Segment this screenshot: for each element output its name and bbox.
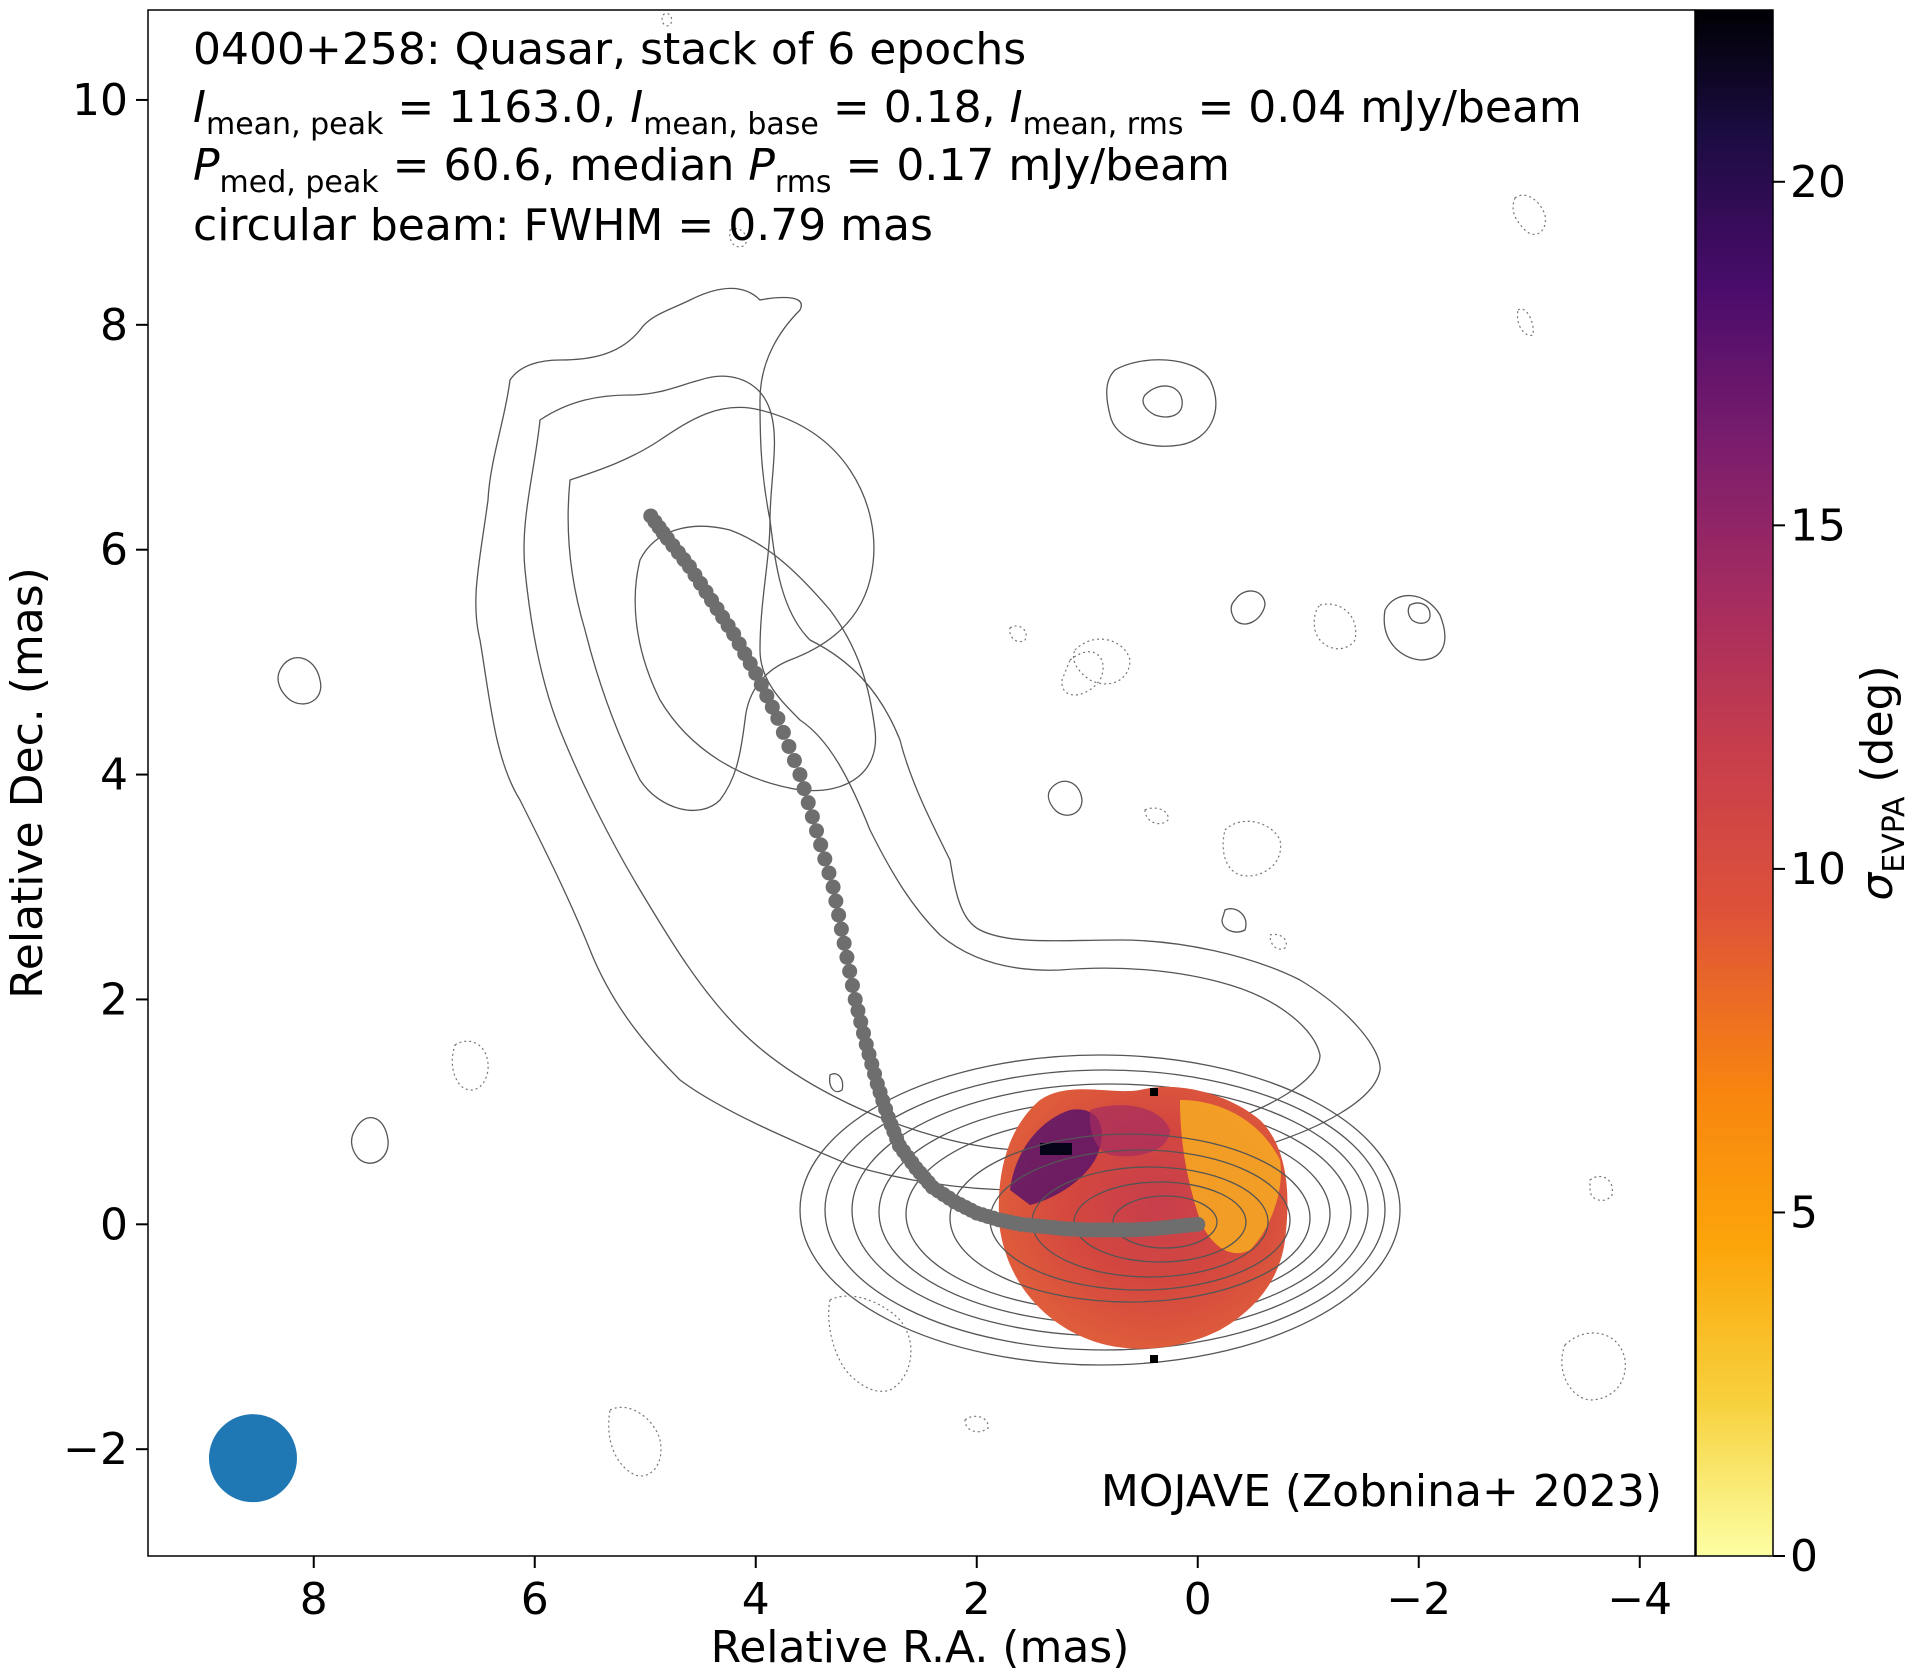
credit-label: MOJAVE (Zobnina+ 2023) xyxy=(1101,1466,1662,1517)
ridge-point xyxy=(847,991,863,1007)
negative-contours xyxy=(451,12,1626,1477)
plot-area xyxy=(148,10,1695,1556)
y-tick-label: 2 xyxy=(100,974,128,1025)
core-contour-9 xyxy=(1073,1181,1247,1263)
ridge-point xyxy=(781,738,797,754)
plot-frame xyxy=(147,9,1696,1557)
sigma-evpa-high-nw xyxy=(1010,1109,1102,1205)
annotation-line-2: Imean, peak = 1163.0, Imean, base = 0.18… xyxy=(193,82,1582,142)
core-contour-1 xyxy=(799,1054,1401,1366)
ridge-point xyxy=(809,823,825,839)
x-tick-label: 2 xyxy=(963,1574,991,1625)
ridge-point xyxy=(800,795,816,811)
ridge-point xyxy=(850,1003,866,1019)
ridge-point xyxy=(828,893,844,909)
ridge-point xyxy=(821,865,837,881)
y-tick-label: 0 xyxy=(100,1199,128,1250)
colorbar-tick-label: 10 xyxy=(1790,844,1846,895)
contour-outer xyxy=(475,287,1381,1191)
contour-jet-4 xyxy=(634,525,877,792)
contour-islands xyxy=(277,359,1446,1164)
ridge-point xyxy=(804,809,820,825)
y-tick-label: 8 xyxy=(100,300,128,351)
ridge-point xyxy=(775,724,791,740)
ridge-line xyxy=(643,508,1206,1238)
annotation-line-3: Pmed, peak = 60.6, median Prms = 0.17 mJ… xyxy=(193,140,1230,200)
ridge-point xyxy=(817,851,833,867)
colorbar-tick-label: 5 xyxy=(1790,1187,1818,1238)
ridge-point xyxy=(833,921,849,937)
core-contour-6 xyxy=(949,1133,1311,1303)
y-tick-label: 6 xyxy=(100,525,128,576)
x-tick-label: −4 xyxy=(1607,1574,1672,1625)
sigma-evpa-pixel-black-3 xyxy=(1150,1355,1158,1363)
core-contour-2 xyxy=(824,1069,1386,1351)
beam-ellipse xyxy=(208,1414,297,1503)
y-tick-label: 10 xyxy=(72,75,128,126)
ridge-point xyxy=(831,907,847,923)
y-tick-label: −2 xyxy=(63,1424,128,1475)
x-axis: 8 6 4 2 0 −2 −4 xyxy=(300,1556,1672,1625)
colorbar-ticks: 0 5 10 15 20 xyxy=(1773,157,1846,1582)
annotation-line-1: 0400+258: Quasar, stack of 6 epochs xyxy=(193,24,1026,75)
ridge-point xyxy=(813,837,829,853)
x-tick-label: 6 xyxy=(521,1574,549,1625)
x-tick-label: 4 xyxy=(742,1574,770,1625)
x-axis-label: Relative R.A. (mas) xyxy=(711,1622,1130,1673)
ridge-point xyxy=(1190,1216,1206,1232)
ridge-point xyxy=(759,688,775,704)
colorbar-tick-label: 15 xyxy=(1790,500,1846,551)
annotation-block: 0400+258: Quasar, stack of 6 epochs Imea… xyxy=(193,24,1662,1517)
ridge-point xyxy=(844,977,860,993)
ridge-point xyxy=(836,935,852,951)
y-axis: −2 0 2 4 6 8 10 xyxy=(63,75,148,1475)
ridge-point xyxy=(786,753,802,769)
colorbar-label: σEVPA (deg) xyxy=(1852,665,1905,900)
contour-jet-3 xyxy=(567,406,875,812)
colorbar: 0 5 10 15 20 σEVPA (deg) xyxy=(1695,9,1905,1582)
sigma-evpa-pixel-black-2 xyxy=(1150,1088,1158,1096)
colorbar-tick-label: 0 xyxy=(1790,1531,1818,1582)
colorbar-tick-label: 20 xyxy=(1790,157,1846,208)
sigma-evpa-pixel-black-1 xyxy=(1040,1143,1072,1155)
ridge-point xyxy=(748,665,764,681)
contour-jet-2 xyxy=(523,375,1321,1152)
ridge-point xyxy=(792,767,808,783)
sigma-evpa-low-east xyxy=(1180,1100,1281,1254)
x-tick-label: −2 xyxy=(1386,1574,1451,1625)
annotation-line-4: circular beam: FWHM = 0.79 mas xyxy=(193,200,933,251)
core-contour-10 xyxy=(1112,1195,1218,1249)
ridge-point xyxy=(853,1014,869,1030)
ridge-point xyxy=(753,677,769,693)
contour-layer xyxy=(208,12,1626,1503)
ridge-point xyxy=(764,699,780,715)
sigma-evpa-map xyxy=(998,1086,1288,1363)
y-tick-label: 4 xyxy=(100,750,128,801)
colorbar-gradient xyxy=(1695,9,1774,1557)
ridge-point xyxy=(839,949,855,965)
sigma-evpa-mid-north xyxy=(1089,1105,1170,1157)
ridge-point xyxy=(796,781,812,797)
ridge-point xyxy=(842,963,858,979)
y-axis-label: Relative Dec. (mas) xyxy=(2,567,53,999)
ridge-point xyxy=(855,1025,871,1041)
ridge-point xyxy=(770,710,786,726)
x-tick-label: 8 xyxy=(300,1574,328,1625)
ridge-point xyxy=(825,879,841,895)
x-tick-label: 0 xyxy=(1184,1574,1212,1625)
